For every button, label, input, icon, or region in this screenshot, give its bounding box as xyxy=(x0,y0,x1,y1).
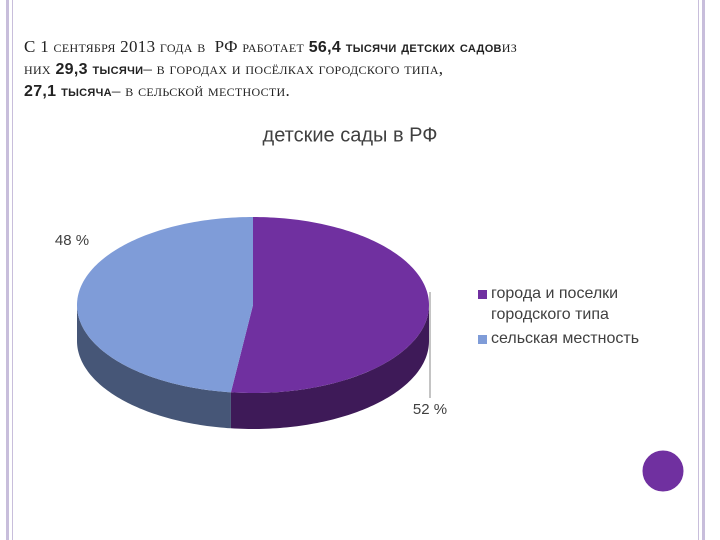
text: С 1 сентября 2013 года в РФ работает xyxy=(24,37,309,56)
text: – в городах и посёлках городского типа, xyxy=(143,59,444,78)
left-border xyxy=(12,0,13,540)
legend-swatch xyxy=(478,335,487,344)
legend-label: сельская местность xyxy=(491,330,640,347)
right-border xyxy=(698,0,699,540)
text: из xyxy=(501,37,518,56)
intro-text: С 1 сентября 2013 года в РФ работает 56,… xyxy=(24,36,704,102)
text: них xyxy=(24,59,56,78)
bold-text: 56,4 тысячи детских садов xyxy=(308,39,502,56)
decor-circle xyxy=(639,447,687,495)
chart-title: детские сады в РФ xyxy=(263,124,438,146)
slice-side xyxy=(77,305,231,429)
left-border xyxy=(6,0,9,540)
right-border xyxy=(702,0,705,540)
pie: 52 % 48 % xyxy=(55,217,487,429)
slice xyxy=(230,217,429,393)
bold-text: 27,1 тысяча xyxy=(24,83,112,100)
text-line: 27,1 тысяча– в сельской местности. xyxy=(24,80,704,102)
legend-swatch xyxy=(478,290,487,299)
slice xyxy=(77,217,253,393)
bold-text: 29,3 тысячи xyxy=(55,61,144,78)
value-label: 48 % xyxy=(55,232,89,249)
text: – в сельской местности. xyxy=(111,81,291,100)
slice-side xyxy=(230,305,429,429)
text-line: них 29,3 тысячи– в городах и посёлках го… xyxy=(24,58,704,80)
legend-label: города и поселки городского типа xyxy=(491,285,619,323)
value-label: 52 % xyxy=(413,401,447,418)
text-line: С 1 сентября 2013 года в РФ работает 56,… xyxy=(24,36,704,58)
